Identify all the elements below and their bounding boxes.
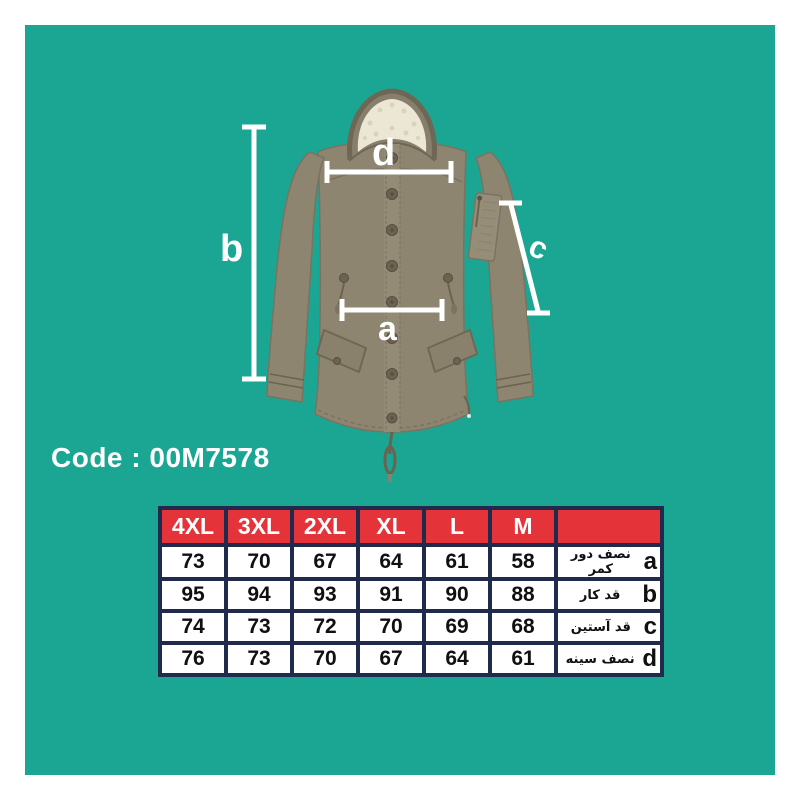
cell-a-l: 61 <box>422 543 492 581</box>
row-letter-b: b <box>642 581 657 608</box>
cell-c-l: 69 <box>422 609 492 645</box>
pocket-flaps <box>316 329 478 373</box>
size-col-3xl: 3XL <box>224 506 294 547</box>
size-col-l: L <box>422 506 492 547</box>
row-label-b: قد کار b <box>554 577 664 613</box>
cell-d-2xl: 70 <box>290 641 360 677</box>
row-label-c-text: قد آستین <box>570 619 631 635</box>
sleeve-zip-pocket <box>467 192 503 262</box>
hood-fur-lining <box>357 99 427 152</box>
cell-c-3xl: 73 <box>224 609 294 645</box>
row-label-a: نصف دور کمر a <box>554 543 664 581</box>
row-label-c: قد آستین c <box>554 609 664 645</box>
product-code: Code : 00M7578 <box>51 442 270 473</box>
cell-d-xl: 67 <box>356 641 426 677</box>
jacket-image <box>266 88 534 482</box>
cell-a-xl: 64 <box>356 543 426 581</box>
cell-a-4xl: 73 <box>158 543 228 581</box>
cell-c-xl: 70 <box>356 609 426 645</box>
size-col-4xl: 4XL <box>158 506 228 547</box>
row-label-d-text: نصف سینه <box>565 651 635 667</box>
cell-b-3xl: 94 <box>224 577 294 613</box>
cell-b-4xl: 95 <box>158 577 228 613</box>
cell-b-m: 88 <box>488 577 558 613</box>
row-label-d: نصف سینه d <box>554 641 664 677</box>
row-letter-d: d <box>642 645 657 672</box>
size-col-m: M <box>488 506 558 547</box>
cell-d-3xl: 73 <box>224 641 294 677</box>
size-col-2xl: 2XL <box>290 506 360 547</box>
dimension-label-a: a <box>378 310 397 348</box>
cell-a-3xl: 70 <box>224 543 294 581</box>
row-letter-c: c <box>643 613 657 640</box>
row-label-b-text: قد کار <box>579 587 621 603</box>
dimension-label-d: d <box>372 132 396 174</box>
size-table-header-row: 4XL 3XL 2XL XL L M <box>158 506 664 547</box>
table-row-b: 95 94 93 91 90 88 قد کار b <box>158 577 664 613</box>
cell-d-m: 61 <box>488 641 558 677</box>
row-letter-a: a <box>643 548 657 575</box>
size-table: 4XL 3XL 2XL XL L M 73 70 67 64 61 58 نصف… <box>158 506 664 677</box>
cell-d-4xl: 76 <box>158 641 228 677</box>
cell-b-2xl: 93 <box>290 577 360 613</box>
cell-c-2xl: 72 <box>290 609 360 645</box>
size-table-corner-cell <box>554 506 664 547</box>
dimension-label-b: b <box>220 228 244 270</box>
cell-c-m: 68 <box>488 609 558 645</box>
row-label-a-text: نصف دور کمر <box>570 547 631 577</box>
jacket-body-group <box>266 88 534 482</box>
cell-a-m: 58 <box>488 543 558 581</box>
table-row-c: 74 73 72 70 69 68 قد آستین c <box>158 609 664 645</box>
table-row-a: 73 70 67 64 61 58 نصف دور کمر a <box>158 543 664 581</box>
cell-d-l: 64 <box>422 641 492 677</box>
cell-c-4xl: 74 <box>158 609 228 645</box>
cell-b-xl: 91 <box>356 577 426 613</box>
table-row-d: 76 73 70 67 64 61 نصف سینه d <box>158 641 664 677</box>
cell-b-l: 90 <box>422 577 492 613</box>
cell-a-2xl: 67 <box>290 543 360 581</box>
size-col-xl: XL <box>356 506 426 547</box>
